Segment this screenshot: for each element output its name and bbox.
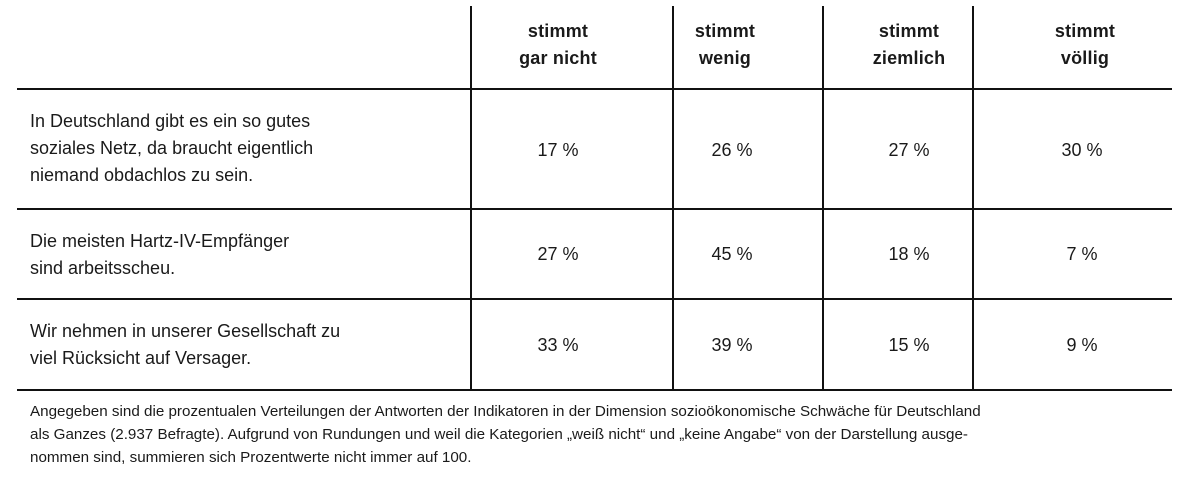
col-header-voellig: stimmt völlig	[1011, 18, 1159, 72]
col-header-line: stimmt	[694, 21, 756, 41]
col-divider-4	[972, 6, 974, 391]
col-header-line: wenig	[698, 48, 751, 68]
row-label-line: Die meisten Hartz-IV-Empfänger	[30, 231, 290, 251]
footnote-line: Angegeben sind die prozentualen Verteilu…	[30, 403, 981, 420]
cell-r3-voellig: 9 %	[1066, 335, 1098, 355]
row-label-line: niemand obdachlos zu sein.	[30, 165, 254, 185]
rule-row-2-bottom	[17, 298, 1172, 300]
row-label-line: viel Rücksicht auf Versager.	[30, 348, 252, 368]
cell-r1-wenig: 26 %	[711, 140, 753, 160]
row-label-line: sind arbeitsscheu.	[30, 258, 176, 278]
footnote: Angegeben sind die prozentualen Verteilu…	[30, 400, 1180, 469]
cell-r2-gar-nicht: 27 %	[537, 244, 579, 264]
col-header-line: gar nicht	[519, 48, 597, 68]
col-header-wenig: stimmt wenig	[651, 18, 799, 72]
row-label-1: In Deutschland gibt es ein so gutes sozi…	[30, 108, 460, 189]
cell-r2-wenig: 45 %	[711, 244, 753, 264]
col-header-line: völlig	[1060, 48, 1110, 68]
cell-r1-gar-nicht: 17 %	[537, 140, 579, 160]
col-header-gar-nicht: stimmt gar nicht	[484, 18, 632, 72]
footnote-line: als Ganzes (2.937 Befragte). Aufgrund vo…	[30, 426, 968, 443]
rule-header-bottom	[17, 88, 1172, 90]
cell-r1-voellig: 30 %	[1061, 140, 1103, 160]
col-divider-3	[822, 6, 824, 391]
col-divider-2	[672, 6, 674, 391]
col-divider-1	[470, 6, 472, 391]
col-header-line: stimmt	[527, 21, 589, 41]
col-header-line: stimmt	[878, 21, 940, 41]
rule-row-1-bottom	[17, 208, 1172, 210]
cell-r3-wenig: 39 %	[711, 335, 753, 355]
row-label-line: Wir nehmen in unserer Gesellschaft zu	[30, 321, 341, 341]
cell-r3-ziemlich: 15 %	[888, 335, 930, 355]
col-header-line: stimmt	[1054, 21, 1116, 41]
row-label-line: In Deutschland gibt es ein so gutes	[30, 111, 311, 131]
cell-r1-ziemlich: 27 %	[888, 140, 930, 160]
col-header-line: ziemlich	[872, 48, 946, 68]
row-label-2: Die meisten Hartz-IV-Empfänger sind arbe…	[30, 228, 460, 282]
col-header-ziemlich: stimmt ziemlich	[835, 18, 983, 72]
row-label-3: Wir nehmen in unserer Gesellschaft zu vi…	[30, 318, 460, 372]
rule-table-bottom	[17, 389, 1172, 391]
cell-r2-ziemlich: 18 %	[888, 244, 930, 264]
cell-r3-gar-nicht: 33 %	[537, 335, 579, 355]
footnote-line: nommen sind, summieren sich Prozentwerte…	[30, 449, 472, 466]
cell-r2-voellig: 7 %	[1066, 244, 1098, 264]
row-label-line: soziales Netz, da braucht eigentlich	[30, 138, 314, 158]
